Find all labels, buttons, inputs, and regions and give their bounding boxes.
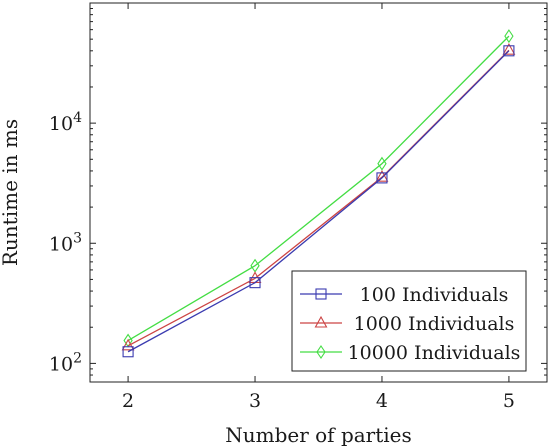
data-point <box>121 338 135 351</box>
y-tick-label: 104 <box>49 110 82 135</box>
y-tick-label-base: 10 <box>49 353 73 375</box>
data-point <box>122 346 134 358</box>
data-point <box>377 156 387 171</box>
y-tick-label-base: 10 <box>49 113 73 135</box>
data-point <box>376 172 388 184</box>
y-tick-label-exponent: 4 <box>73 110 82 126</box>
series-line <box>127 50 510 353</box>
legend-marker <box>315 288 327 300</box>
y-tick-label: 103 <box>49 230 82 255</box>
data-point <box>503 45 515 57</box>
series-layer <box>121 29 516 358</box>
data-point <box>249 277 261 289</box>
legend: 100 Individuals 1000 Individuals 10000 Ind… <box>291 270 527 372</box>
y-tick-label-exponent: 2 <box>73 350 82 366</box>
plot-frame <box>89 2 548 383</box>
y-tick-label: 102 <box>49 350 82 375</box>
x-tick-label: 4 <box>376 390 388 412</box>
data-point <box>375 170 389 182</box>
legend-label: 100 Individuals <box>360 284 509 306</box>
legend-marker <box>314 315 328 328</box>
x-axis-label: Number of parties <box>225 423 412 447</box>
x-tick-label: 3 <box>249 390 261 412</box>
x-tick-label: 2 <box>122 390 134 412</box>
legend-box <box>291 270 527 372</box>
legend-label: 10000 Individuals <box>348 342 521 364</box>
y-tick-label-exponent: 3 <box>73 230 82 246</box>
data-point <box>502 43 516 55</box>
series-line <box>127 35 510 342</box>
legend-marker <box>316 345 326 359</box>
x-axis: 2 3 4 5 <box>122 3 515 412</box>
data-point <box>504 29 514 44</box>
legend-label: 1000 Individuals <box>354 313 515 335</box>
y-tick-label-base: 10 <box>49 233 73 255</box>
x-tick-label: 5 <box>503 390 515 412</box>
y-axis-label: Runtime in ms <box>0 119 22 266</box>
